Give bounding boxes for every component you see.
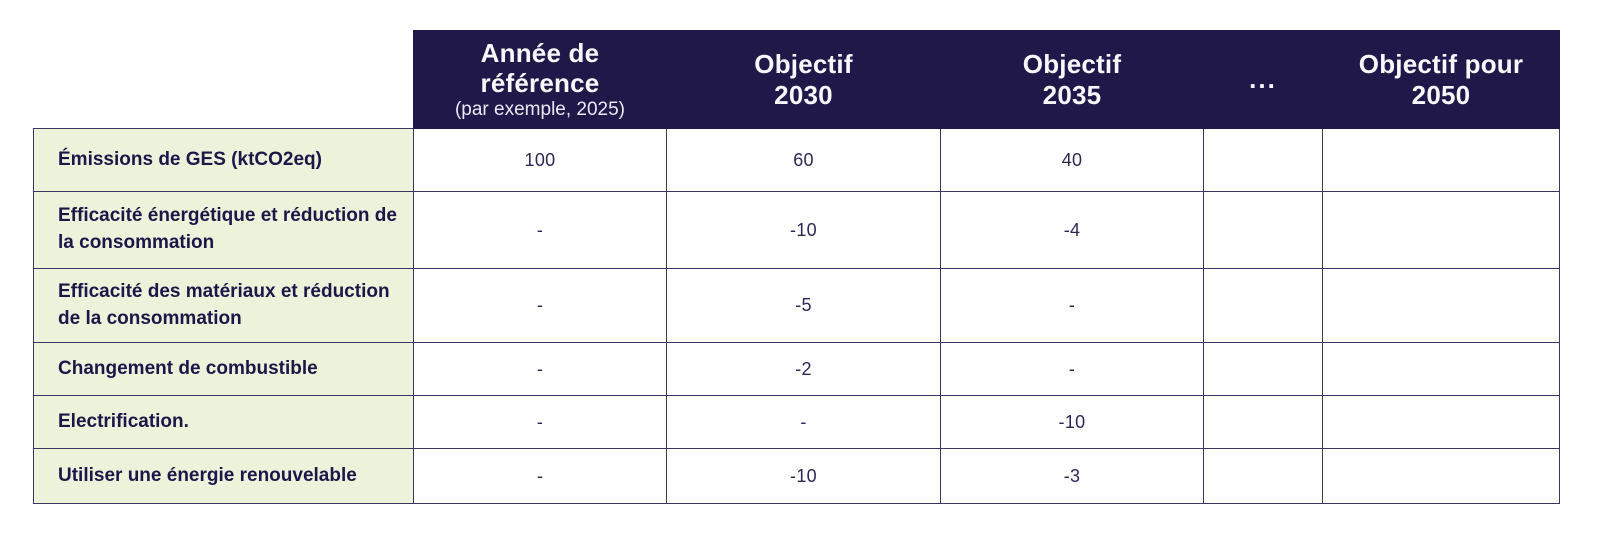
corner-empty-cell xyxy=(34,31,414,129)
cell-value xyxy=(1203,268,1323,343)
table-row: Efficacité des matériaux et réduction de… xyxy=(33,268,1560,343)
cell-value xyxy=(1322,128,1560,192)
col-header-objective-2035: Objectif 2035 xyxy=(940,30,1204,129)
cell-value xyxy=(1322,191,1560,269)
cell-value xyxy=(1203,448,1323,504)
col-header-title: Objectif 2035 xyxy=(1022,49,1122,110)
cell-value: 60 xyxy=(666,128,941,192)
emissions-objectives-table: Année de référence (par exemple, 2025) O… xyxy=(33,30,1560,504)
cell-value xyxy=(1322,395,1560,449)
col-header-reference-year: Année de référence (par exemple, 2025) xyxy=(413,30,667,129)
cell-value: - xyxy=(940,268,1204,343)
cell-value xyxy=(1203,191,1323,269)
cell-value xyxy=(1203,342,1323,396)
cell-value: -2 xyxy=(666,342,941,396)
cell-value: - xyxy=(413,342,667,396)
cell-value: - xyxy=(413,395,667,449)
header-row: Année de référence (par exemple, 2025) O… xyxy=(34,30,1560,129)
cell-value: - xyxy=(413,191,667,269)
cell-value: 40 xyxy=(940,128,1204,192)
table-row: Efficacité énergétique et réduction de l… xyxy=(33,191,1560,269)
cell-value: -10 xyxy=(940,395,1204,449)
cell-value xyxy=(1203,128,1323,192)
col-header-title: Objectif pour 2050 xyxy=(1358,49,1524,110)
cell-value: -10 xyxy=(666,448,941,504)
col-header-ellipsis: ... xyxy=(1203,30,1323,129)
row-label: Electrification. xyxy=(33,395,414,449)
cell-value xyxy=(1203,395,1323,449)
table-row: Utiliser une énergie renouvelable - -10 … xyxy=(33,448,1560,504)
col-header-title: Objectif 2030 xyxy=(754,49,853,110)
cell-value: -4 xyxy=(940,191,1204,269)
cell-value: - xyxy=(413,268,667,343)
table-row: Émissions de GES (ktCO2eq) 100 60 40 xyxy=(33,128,1560,192)
col-header-objective-2050: Objectif pour 2050 xyxy=(1322,30,1560,129)
col-header-objective-2030: Objectif 2030 xyxy=(666,30,941,129)
cell-value: - xyxy=(666,395,941,449)
cell-value xyxy=(1322,268,1560,343)
row-label: Efficacité énergétique et réduction de l… xyxy=(33,191,414,269)
row-label: Utiliser une énergie renouvelable xyxy=(33,448,414,504)
table-row: Changement de combustible - -2 - xyxy=(33,342,1560,396)
col-header-subtitle: (par exemple, 2025) xyxy=(454,99,626,121)
cell-value: - xyxy=(940,342,1204,396)
cell-value: 100 xyxy=(413,128,667,192)
cell-value xyxy=(1322,448,1560,504)
cell-value: -10 xyxy=(666,191,941,269)
row-label: Changement de combustible xyxy=(33,342,414,396)
cell-value: -3 xyxy=(940,448,1204,504)
ellipsis-label: ... xyxy=(1249,64,1277,95)
cell-value: - xyxy=(413,448,667,504)
row-label: Émissions de GES (ktCO2eq) xyxy=(33,128,414,192)
cell-value: -5 xyxy=(666,268,941,343)
table-row: Electrification. - - -10 xyxy=(33,395,1560,449)
cell-value xyxy=(1322,342,1560,396)
col-header-title: Année de référence xyxy=(480,37,600,98)
row-label: Efficacité des matériaux et réduction de… xyxy=(33,268,414,343)
